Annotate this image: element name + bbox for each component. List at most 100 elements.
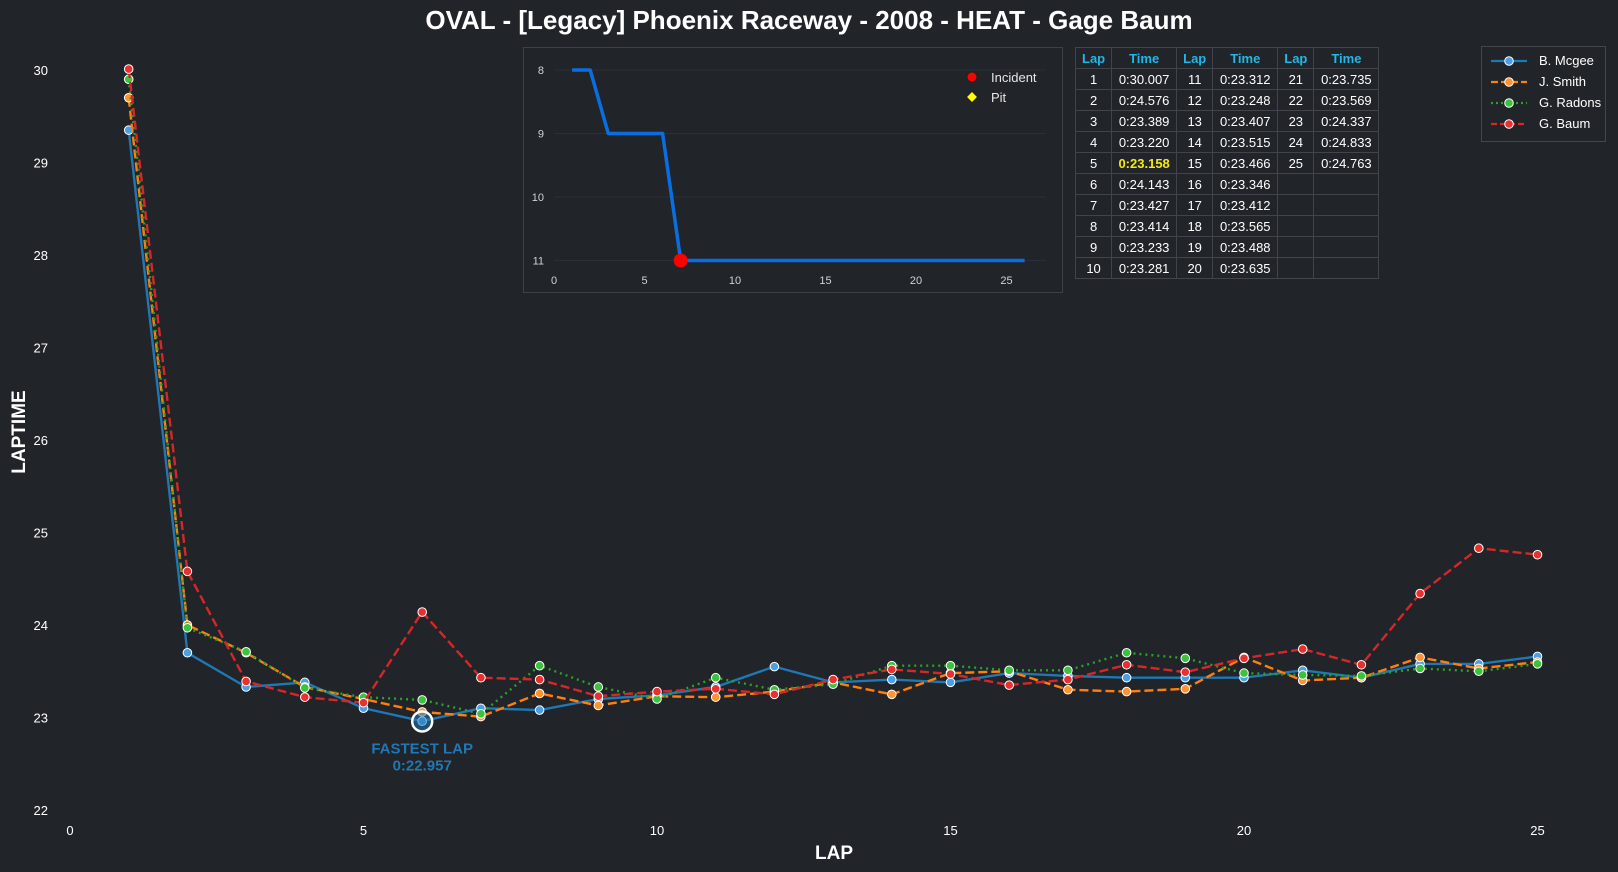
col-time-header: Time xyxy=(1313,47,1380,69)
lap-number-cell: 1 xyxy=(1074,68,1113,90)
data-point xyxy=(1474,666,1484,677)
data-point xyxy=(652,686,662,697)
lap-time-cell: 0:23.635 xyxy=(1212,257,1279,279)
fastest-lap-label: FASTEST LAP xyxy=(371,740,473,757)
inset-axis-ticks: 8 9 10 11 0 5 10 15 20 25 xyxy=(532,65,1013,287)
lap-time-cell: 0:23.312 xyxy=(1212,68,1279,90)
data-point xyxy=(417,695,428,705)
data-point xyxy=(534,660,545,671)
legend-label: G. Radons xyxy=(1539,95,1602,110)
lap-number-cell: 11 xyxy=(1176,68,1214,90)
data-point xyxy=(1004,680,1015,690)
legend-item-g-baum: G. Baum xyxy=(1490,114,1605,134)
lap-time-cell: 0:23.414 xyxy=(1111,215,1178,237)
inset-legend: Incident Pit xyxy=(965,70,1037,105)
data-point xyxy=(945,677,956,688)
lap-number-cell: 12 xyxy=(1176,89,1214,111)
data-point xyxy=(1415,652,1425,663)
table-row: 1 0:30.007 11 0:23.312 21 0:23.735 xyxy=(1074,68,1380,90)
data-point xyxy=(593,682,604,692)
data-point xyxy=(1297,670,1308,680)
col-lap-header: Lap xyxy=(1277,47,1315,69)
data-point xyxy=(1121,686,1132,697)
table-row: 8 0:23.414 18 0:23.565 xyxy=(1074,215,1380,237)
data-point xyxy=(887,674,897,685)
table-row: 3 0:23.389 13 0:23.407 23 0:24.337 xyxy=(1074,110,1380,132)
x-tick-label: 0 xyxy=(66,823,73,838)
data-point xyxy=(593,700,604,711)
data-point xyxy=(1356,659,1367,670)
lap-number-cell: 5 xyxy=(1074,152,1113,174)
lap-number-cell: 7 xyxy=(1074,194,1113,216)
series-layer xyxy=(123,64,1543,727)
position-inset-panel: 8 9 10 11 0 5 10 15 20 25 Incident Pit xyxy=(523,47,1063,293)
table-row: 4 0:23.220 14 0:23.515 24 0:24.833 xyxy=(1074,131,1380,153)
lap-time-cell: 0:23.569 xyxy=(1313,89,1380,111)
x-tick-label: 15 xyxy=(943,823,957,838)
lap-time-cell: 0:24.833 xyxy=(1313,131,1380,153)
col-time-header: Time xyxy=(1111,47,1178,69)
y-tick-label: 26 xyxy=(34,433,48,448)
inset-x-tick: 0 xyxy=(551,275,557,287)
inset-x-tick: 5 xyxy=(641,275,647,287)
legend-label: G. Baum xyxy=(1539,116,1591,131)
legend-line-b-mcgee xyxy=(1491,56,1527,66)
lap-number-cell: 16 xyxy=(1176,173,1214,195)
lap-time-cell: 0:23.407 xyxy=(1212,110,1279,132)
lap-time-cell: 0:23.412 xyxy=(1212,194,1279,216)
x-axis-ticks: 0 5 10 15 20 25 xyxy=(66,823,1544,838)
lap-number-cell: 2 xyxy=(1074,89,1113,111)
lap-time-cell: 0:24.337 xyxy=(1313,110,1380,132)
data-point xyxy=(887,664,897,675)
data-point xyxy=(1532,659,1543,669)
data-point xyxy=(945,669,956,679)
incident-legend-label: Incident xyxy=(991,70,1037,85)
data-point xyxy=(182,566,193,577)
lap-number-cell: 21 xyxy=(1277,68,1315,90)
x-tick-label: 10 xyxy=(650,823,664,838)
lap-time-cell: 0:23.158 xyxy=(1111,152,1178,174)
lap-number-cell: 20 xyxy=(1176,257,1214,279)
col-lap-header: Lap xyxy=(1074,47,1113,69)
lap-time-cell: 0:23.466 xyxy=(1212,152,1279,174)
lap-number-cell: 22 xyxy=(1277,89,1315,111)
lap-time-cell: 0:24.143 xyxy=(1111,173,1178,195)
data-point xyxy=(1239,668,1249,678)
data-point xyxy=(1121,647,1132,658)
lap-time-cell: 0:23.488 xyxy=(1212,236,1279,258)
lap-time-cell: 0:23.233 xyxy=(1111,236,1178,258)
legend-item-j-smith: J. Smith xyxy=(1490,72,1605,92)
data-point xyxy=(1180,667,1191,677)
lap-number-cell: 18 xyxy=(1176,215,1214,237)
inset-x-tick: 25 xyxy=(1000,275,1012,287)
inset-x-tick: 20 xyxy=(910,275,922,287)
lap-time-cell: 0:23.735 xyxy=(1313,68,1380,90)
lap-time-cell: 0:23.427 xyxy=(1111,194,1178,216)
data-point xyxy=(1063,684,1073,695)
series-g-baum xyxy=(123,64,1543,708)
table-row: 9 0:23.233 19 0:23.488 xyxy=(1074,236,1380,258)
data-point xyxy=(710,672,721,683)
data-point xyxy=(828,674,838,685)
inset-x-tick: 10 xyxy=(729,275,741,287)
data-point xyxy=(1180,653,1191,664)
data-point xyxy=(593,691,604,702)
lap-time-cell: 0:24.576 xyxy=(1111,89,1178,111)
lap-number-cell: 15 xyxy=(1176,152,1214,174)
lap-time-cell xyxy=(1313,194,1380,216)
lap-number-cell: 8 xyxy=(1074,215,1113,237)
data-point xyxy=(182,622,193,633)
lap-number-cell: 4 xyxy=(1074,131,1113,153)
y-tick-label: 24 xyxy=(34,618,48,633)
data-point xyxy=(1474,543,1484,554)
incident-marker xyxy=(673,253,688,268)
lap-number-cell: 23 xyxy=(1277,110,1315,132)
lap-number-cell xyxy=(1277,194,1315,216)
legend-label: J. Smith xyxy=(1539,74,1586,89)
pit-legend-marker xyxy=(965,90,979,104)
lap-number-cell: 17 xyxy=(1176,194,1214,216)
y-tick-label: 25 xyxy=(34,526,48,541)
lap-time-cell xyxy=(1313,173,1380,195)
y-tick-label: 23 xyxy=(34,711,48,726)
